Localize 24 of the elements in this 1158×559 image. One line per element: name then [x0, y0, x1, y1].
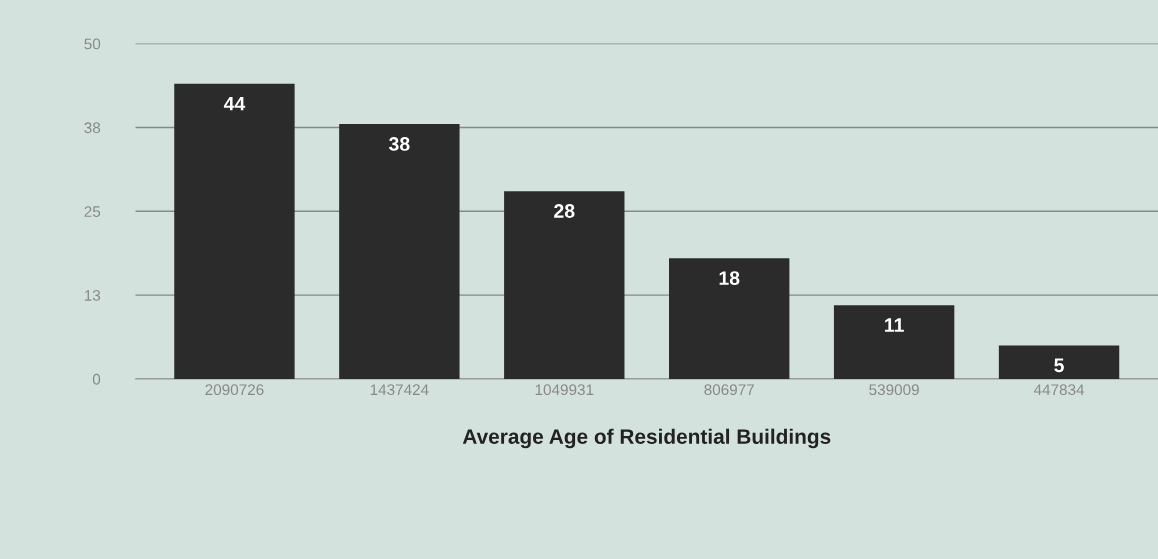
data-label: 28	[554, 204, 575, 218]
bar	[998, 345, 1120, 379]
bar	[339, 124, 460, 379]
y-tick-label: 38	[84, 122, 101, 134]
data-label: 18	[719, 271, 740, 285]
x-tick-label: 1049931	[535, 384, 594, 396]
bar	[504, 191, 625, 379]
x-tick-label: 447834	[1033, 384, 1085, 396]
x-tick-label: 806977	[704, 384, 754, 396]
x-tick-label: 1437424	[370, 384, 429, 396]
data-label: 11	[885, 318, 904, 332]
y-tick-label: 0	[92, 373, 101, 385]
y-tick-label: 50	[84, 38, 101, 50]
x-tick-label: 2090726	[205, 384, 264, 396]
y-tick-label: 13	[84, 290, 101, 301]
bar	[833, 305, 955, 379]
data-label: 5	[1054, 358, 1064, 373]
x-tick-label: 539009	[869, 384, 919, 396]
x-axis-title: Average Age of Residential Buildings	[462, 428, 831, 449]
data-label: 38	[388, 137, 410, 151]
bar	[669, 258, 790, 379]
y-tick-label: 25	[84, 206, 101, 217]
data-label: 44	[223, 96, 246, 111]
bar	[174, 83, 295, 379]
